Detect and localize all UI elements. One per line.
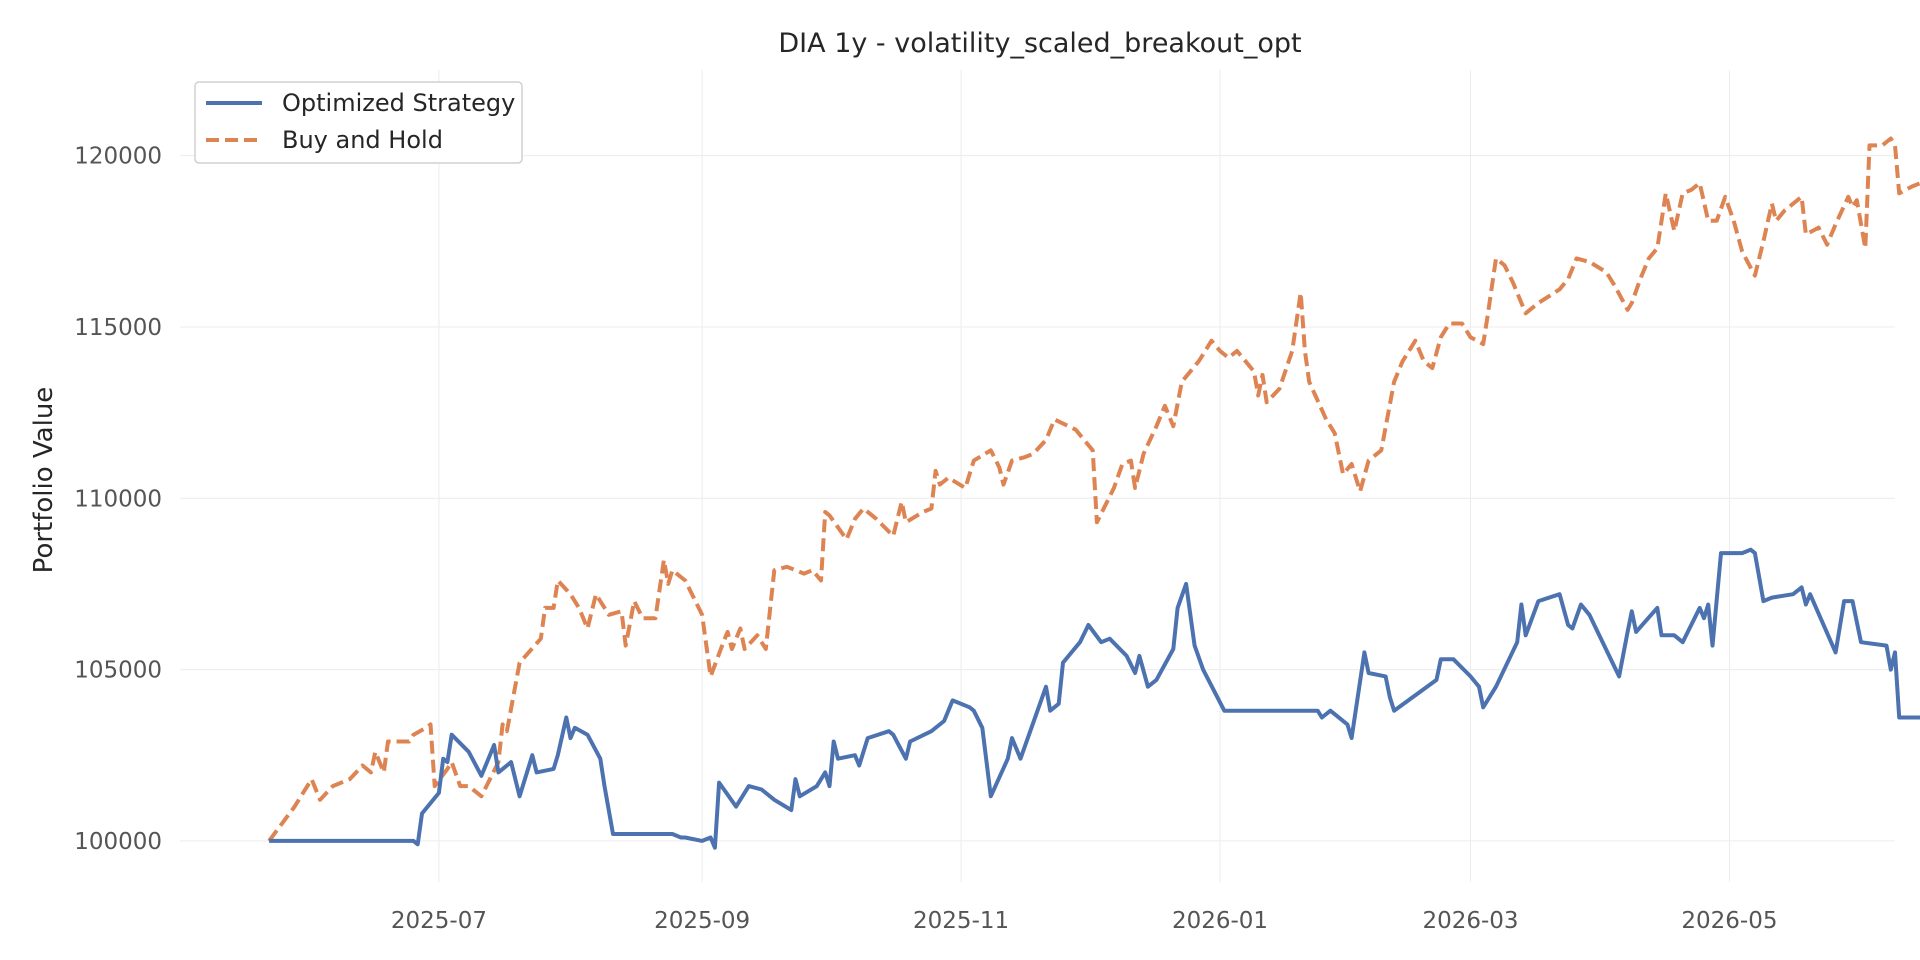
legend-buy-and-hold-label: Buy and Hold — [282, 126, 443, 154]
y-axis-label: Portfolio Value — [29, 387, 59, 574]
y-axis: 100000 105000 110000 115000 120000 — [74, 144, 162, 855]
x-axis: 2025-07 2025-09 2025-11 2026-01 2026-03 2026-… — [391, 908, 1778, 934]
series-line-optimized-strategy — [269, 547, 1920, 850]
chart-title: DIA 1y - volatility_scaled_breakout_opt — [778, 28, 1301, 59]
legend-optimized-strategy-label: Optimized Strategy — [282, 89, 515, 117]
y-tick-label: 105000 — [74, 658, 162, 684]
x-tick-label: 2026-03 — [1422, 908, 1518, 934]
legend-box — [194, 81, 523, 164]
x-tick-label: 2025-11 — [913, 908, 1009, 934]
grid — [180, 70, 1895, 882]
x-tick-label: 2025-09 — [654, 908, 750, 934]
y-tick-label: 115000 — [74, 315, 162, 341]
x-tick-label: 2026-05 — [1681, 908, 1777, 934]
y-tick-label: 120000 — [74, 144, 162, 170]
x-tick-label: 2025-07 — [391, 908, 487, 934]
x-tick-label: 2026-01 — [1172, 908, 1268, 934]
y-tick-label: 100000 — [74, 829, 162, 855]
legend: Optimized Strategy Buy and Hold — [194, 81, 523, 164]
series-layer — [267, 136, 1920, 850]
y-tick-label: 110000 — [74, 486, 162, 512]
series-line-buy-and-hold — [267, 136, 1920, 843]
